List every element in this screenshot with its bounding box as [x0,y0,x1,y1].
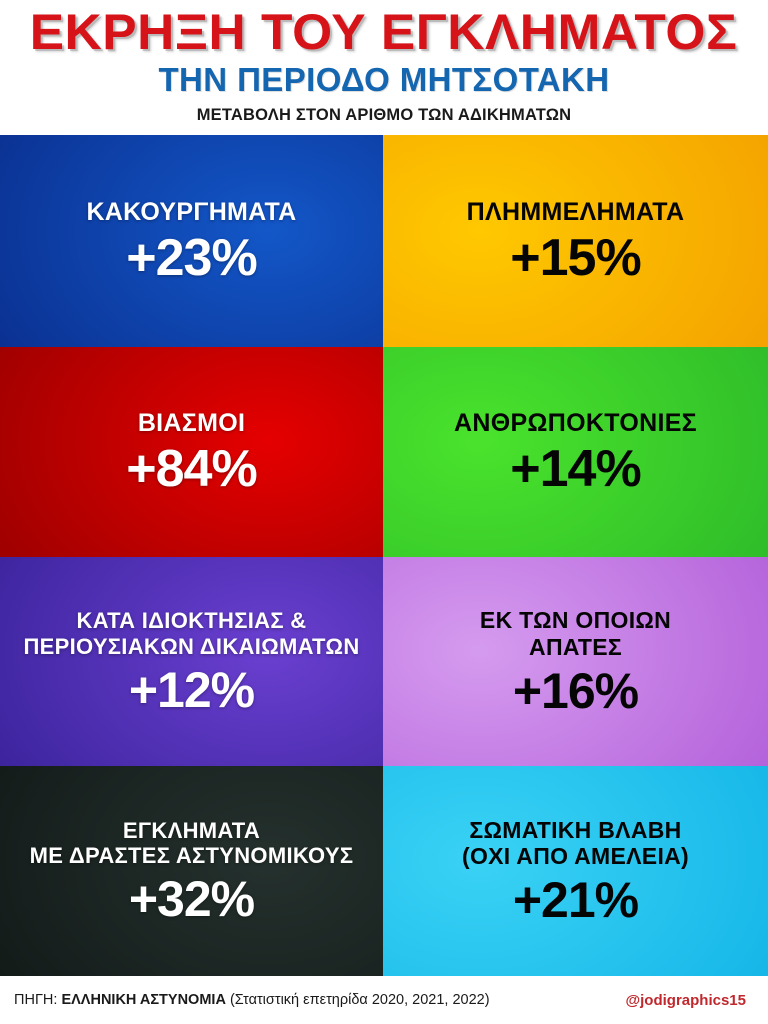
stat-cell-background-6 [383,557,768,766]
page-subtitle: ΤΗΝ ΠΕΡΙΟΔΟ ΜΗΤΣΟΤΑΚΗ [158,60,610,98]
stat-cell-background-8 [383,766,768,976]
stat-cell-background-4 [383,347,768,557]
stat-cell-background-7 [0,766,383,976]
stat-cell-background-1 [0,135,383,347]
stat-cell-background-2 [383,135,768,347]
author-handle: @jodigraphics15 [625,991,747,1009]
stat-cell-3 [0,347,383,557]
stat-cell-2 [383,135,768,347]
stat-cell-background-5 [0,557,383,766]
stat-cell-8 [383,766,768,976]
stat-cell-1 [0,135,383,347]
stat-cell-background-3 [0,347,383,557]
page-caption: ΜΕΤΑΒΟΛΗ ΣΤΟΝ ΑΡΙΘΜΟ ΤΩΝ ΑΔΙΚΗΜΑΤΩΝ [196,105,572,124]
footer: ΠΗΓΗ: ΕΛΛΗΝΙΚΗ ΑΣΤΥΝΟΜΙΑ (Στατιστική επε… [0,976,768,1024]
header: ΕΚΡΗΞΗ ΤΟΥ ΕΓΚΛΗΜΑΤΟΣ ΤΗΝ ΠΕΡΙΟΔΟ ΜΗΤΣΟΤ… [0,0,768,135]
page-title: ΕΚΡΗΞΗ ΤΟΥ ΕΓΚΛΗΜΑΤΟΣ [30,4,738,60]
source-note: ΠΗΓΗ: ΕΛΛΗΝΙΚΗ ΑΣΤΥΝΟΜΙΑ (Στατιστική επε… [14,992,490,1008]
stat-cell-5 [0,557,383,766]
source-organization: ΕΛΛΗΝΙΚΗ ΑΣΤΥΝΟΜΙΑ [61,992,226,1008]
source-prefix: ΠΗΓΗ: [14,992,62,1008]
stat-cell-6 [383,557,768,766]
stats-grid [0,135,768,976]
stat-cell-4 [383,347,768,557]
source-suffix: (Στατιστική επετηρίδα 2020, 2021, 2022) [225,992,490,1008]
stat-cell-7 [0,766,383,976]
stats-grid-wrapper: ΚΑΚΟΥΡΓΗΜΑΤΑ +23% ΠΛΗΜΜΕΛΗΜΑΤΑ +15% ΒΙΑΣΜΟΙ +… [0,135,768,976]
